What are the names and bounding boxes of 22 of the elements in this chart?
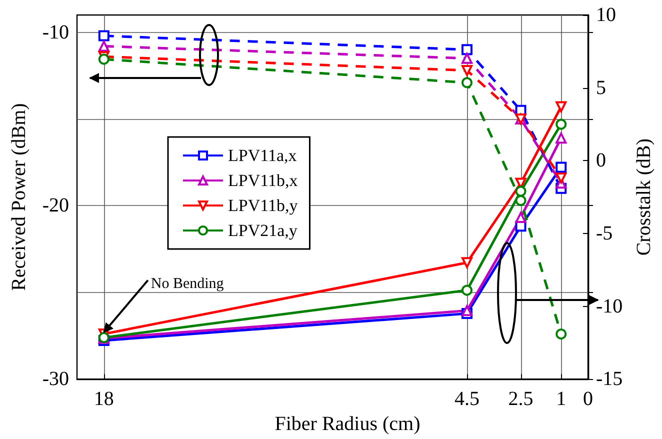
y2-axis-title: Crosstalk (dB) — [633, 138, 655, 256]
y-axis-title: Received Power (dBm) — [8, 103, 30, 291]
y2-tick-label: -5 — [596, 222, 613, 244]
y2-tick-label: -15 — [596, 368, 623, 390]
x-axis-title: Fiber Radius (cm) — [274, 413, 420, 435]
x-tick-label: 2.5 — [508, 388, 534, 410]
annotation: No Bending — [150, 276, 224, 292]
legend-label: LPV21a,y — [228, 221, 298, 240]
x-tick-label: 1 — [556, 388, 566, 410]
legend-label: LPV11b,y — [228, 196, 298, 215]
x-tick-label: 0 — [583, 388, 593, 410]
x-tick-label: 4.5 — [454, 388, 480, 410]
y2-tick-label: 10 — [596, 4, 616, 26]
y-tick-label: -30 — [42, 368, 69, 390]
y-tick-label: -20 — [42, 194, 69, 217]
y2-tick-label: -10 — [596, 295, 623, 318]
y2-tick-label: 5 — [596, 76, 606, 99]
legend-label: LPV11b,x — [228, 171, 298, 190]
legend-label: LPV11a,x — [228, 146, 298, 165]
x-tick-label: 18 — [94, 388, 114, 410]
y2-tick-label: 0 — [596, 150, 606, 172]
y-tick-label: -10 — [42, 21, 69, 44]
